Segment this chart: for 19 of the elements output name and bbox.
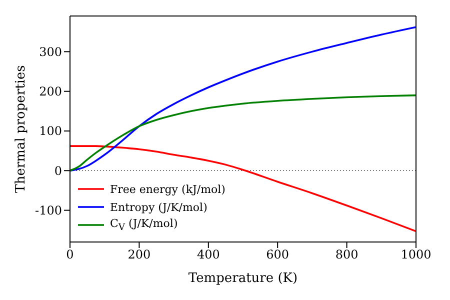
x-tick-label: 0	[66, 248, 74, 262]
line-series	[70, 94, 416, 172]
x-tick-label: 800	[335, 248, 358, 262]
y-tick-label: 300	[39, 44, 62, 59]
y-axis-title: Thermal properties	[14, 65, 29, 193]
y-tick-label: 0	[54, 164, 62, 178]
y-tick-label: -100	[35, 204, 62, 218]
line-series	[70, 145, 416, 232]
y-tick-label: 200	[39, 84, 62, 99]
legend-label: Entropy (J/K/mol)	[110, 200, 208, 214]
legend-label: Free energy (kJ/mol)	[110, 182, 226, 196]
x-tick-label: 400	[196, 248, 220, 262]
legend-label: C$_{V}$ (J/K/mol)	[110, 216, 178, 234]
x-tick-label: 200	[128, 248, 151, 262]
line-series	[70, 26, 416, 172]
x-axis-title: Temperature (K)	[188, 271, 298, 286]
y-tick-label: 100	[39, 124, 62, 138]
x-tick-label: 600	[266, 248, 290, 262]
x-tick-label: 1000	[400, 248, 432, 262]
